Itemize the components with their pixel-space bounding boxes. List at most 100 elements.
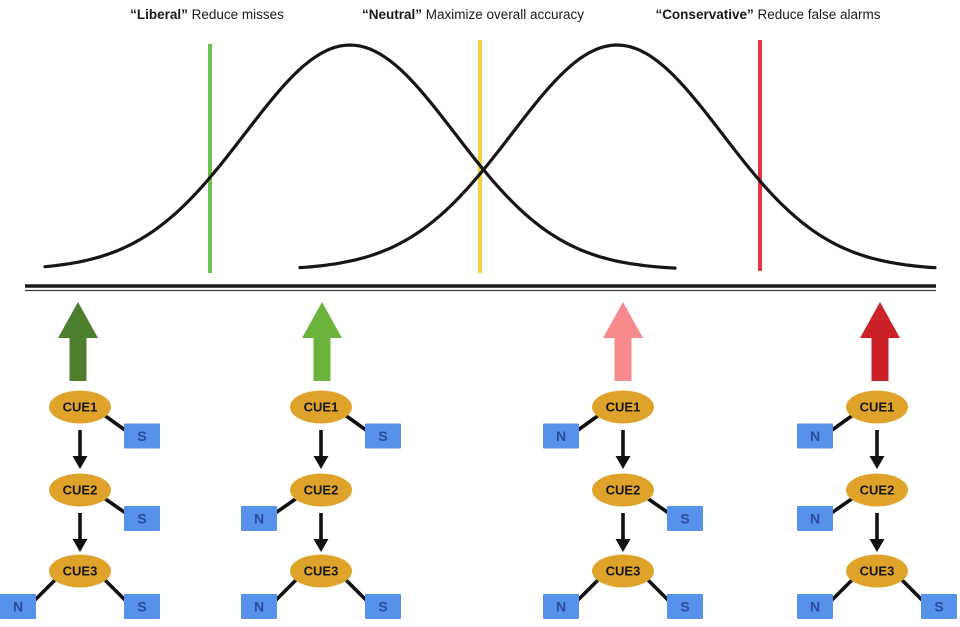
down-arrow-icon [72,539,88,552]
arrow-conservative-icon [603,302,643,381]
decision-trees: S CUE1 S CUE2 N S CUE3 S CUE1 N CUE2 N S CUE3 N CUE1 S CU… [0,390,957,619]
cue-node [290,554,352,588]
outcome-box-n [543,423,579,449]
distribution-curves [43,43,937,270]
arrow-most-conservative-icon [860,302,900,381]
outcome-label: S [137,428,146,444]
branch-edge [343,577,370,604]
outcome-label: S [680,599,689,615]
tree-conservative: N CUE1 S CUE2 N S CUE3 [543,390,703,619]
header-conservative: “Conservative” Reduce false alarms [655,7,880,22]
outcome-box-s [365,594,401,619]
outcome-box-n [241,594,277,619]
outcome-box-s [667,594,703,619]
cue-node [592,473,654,507]
branch-edge [645,496,672,516]
header-conservative-desc: Reduce false alarms [754,7,881,22]
cue-node [49,390,111,424]
cue-node [592,390,654,424]
down-arrow-icon [615,456,631,469]
tree-most-conservative: N CUE1 N CUE2 N S CUE3 [797,390,957,619]
branch-edge [272,577,299,604]
outcome-label: N [810,428,820,444]
outcome-label: S [137,599,146,615]
branch-edge [102,413,129,434]
cue-node [846,390,908,424]
branch-edge [645,577,672,604]
cue-label: CUE3 [63,564,98,579]
outcome-label: S [934,599,943,615]
noise-distribution-curve [43,43,677,270]
outcome-box-s [124,594,160,619]
outcome-box-n [241,506,277,531]
header-neutral-desc: Maximize overall accuracy [422,7,584,22]
cue-label: CUE1 [63,400,98,415]
down-arrow-icon [72,456,88,469]
branch-edge [31,577,58,604]
cue-label: CUE2 [860,483,895,498]
cue-node [592,554,654,588]
outcome-box-n [543,594,579,619]
outcome-label: N [13,599,23,615]
arrow-liberal-icon [302,302,342,381]
cue-node [290,390,352,424]
cue-label: CUE2 [63,483,98,498]
outcome-label: N [254,599,264,615]
cue-label: CUE3 [860,564,895,579]
cue-label: CUE1 [606,400,641,415]
outcome-label: S [137,511,146,527]
bias-arrows [58,302,900,381]
branch-edge [574,413,601,434]
cue-node [846,473,908,507]
outcome-box-n [797,506,833,531]
cue-label: CUE3 [606,564,641,579]
cue-node [846,554,908,588]
header-liberal: “Liberal” Reduce misses [130,7,284,22]
branch-edge [828,496,855,516]
outcome-box-s [667,506,703,531]
outcome-box-s [365,423,401,449]
tree-most-liberal: S CUE1 S CUE2 N S CUE3 [0,390,160,619]
outcome-label: S [378,599,387,615]
cue-node [49,473,111,507]
cue-label: CUE1 [304,400,339,415]
outcome-box-n [797,423,833,449]
cue-node [49,554,111,588]
outcome-box-s [124,423,160,449]
outcome-box-s [921,594,957,619]
cue-node [290,473,352,507]
branch-edge [899,577,926,604]
branch-edge [272,496,299,516]
header-liberal-desc: Reduce misses [188,7,284,22]
outcome-label: S [680,511,689,527]
outcome-label: N [254,511,264,527]
cue-label: CUE3 [304,564,339,579]
cue-label: CUE2 [304,483,339,498]
down-arrow-icon [869,539,885,552]
header-neutral: “Neutral” Maximize overall accuracy [362,7,584,22]
down-arrow-icon [869,456,885,469]
outcome-box-s [124,506,160,531]
axis-separator [25,284,936,292]
branch-edge [102,577,129,604]
down-arrow-icon [615,539,631,552]
cue-label: CUE2 [606,483,641,498]
branch-edge [574,577,601,604]
outcome-label: S [378,428,387,444]
signal-distribution-curve [298,43,937,270]
branch-edge [828,413,855,434]
outcome-label: N [810,511,820,527]
tree-liberal: S CUE1 N CUE2 N S CUE3 [241,390,401,619]
outcome-label: N [556,599,566,615]
branch-edge [102,496,129,516]
header-liberal-term: “Liberal” [130,7,188,22]
criterion-lines [208,40,762,273]
down-arrow-icon [313,539,329,552]
arrow-most-liberal-icon [58,302,98,381]
branch-edge [343,413,370,434]
outcome-label: N [556,428,566,444]
down-arrow-icon [313,456,329,469]
outcome-box-n [797,594,833,619]
